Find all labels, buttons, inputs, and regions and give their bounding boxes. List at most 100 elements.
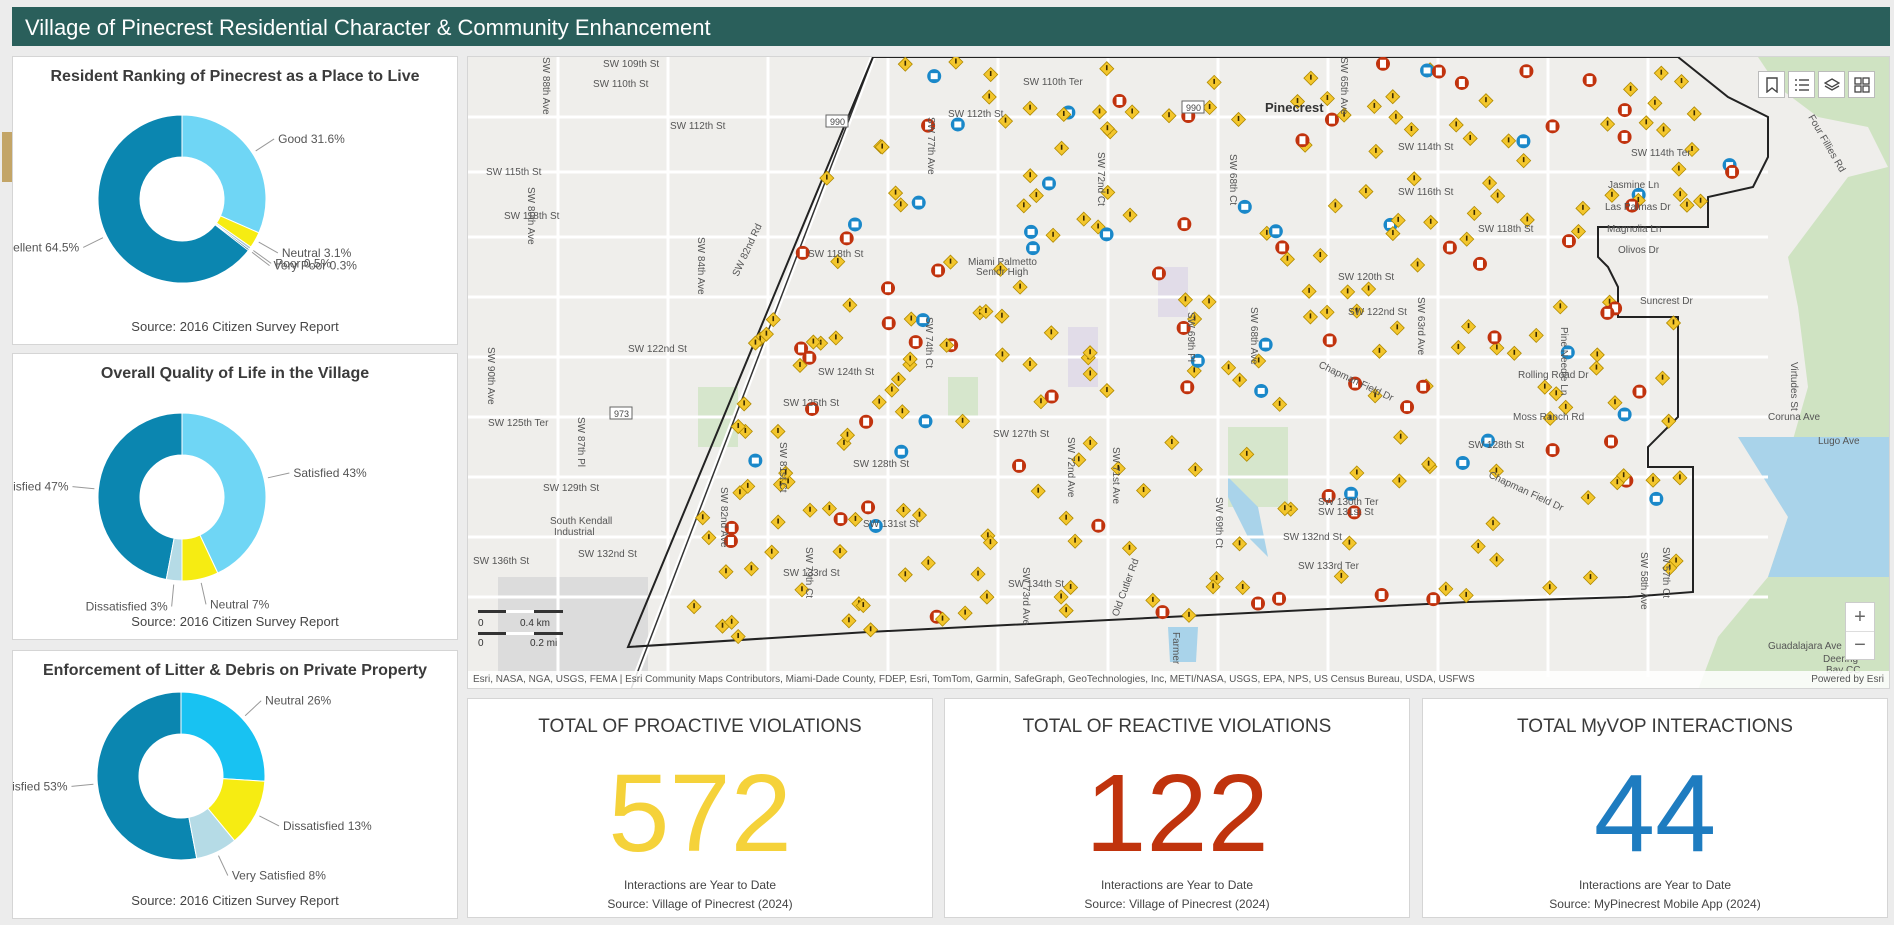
proactive-violation-marker[interactable]	[841, 613, 857, 629]
proactive-violation-marker[interactable]	[1537, 379, 1553, 395]
proactive-violation-marker[interactable]	[981, 89, 997, 105]
proactive-violation-marker[interactable]	[1548, 386, 1564, 402]
proactive-violation-marker[interactable]	[1616, 468, 1632, 484]
donut-slice[interactable]	[214, 223, 251, 252]
proactive-violation-marker[interactable]	[1206, 74, 1222, 90]
reactive-violation-marker[interactable]	[1561, 234, 1576, 249]
proactive-violation-marker[interactable]	[718, 564, 734, 580]
layers-icon[interactable]	[1818, 71, 1845, 98]
proactive-violation-marker[interactable]	[1187, 311, 1203, 327]
proactive-violation-marker[interactable]	[920, 555, 936, 571]
reactive-violation-marker[interactable]	[1625, 198, 1640, 213]
proactive-violation-marker[interactable]	[1662, 560, 1678, 576]
reactive-violation-marker[interactable]	[1725, 164, 1740, 179]
proactive-violation-marker[interactable]	[897, 567, 913, 583]
proactive-violation-marker[interactable]	[1692, 193, 1709, 209]
proactive-violation-marker[interactable]	[1470, 538, 1486, 555]
map-view[interactable]: SW 109th St SW 110th St SW 110th Ter SW …	[467, 56, 1890, 689]
proactive-violation-marker[interactable]	[686, 599, 702, 615]
zoom-out-button[interactable]: −	[1846, 631, 1874, 659]
myvop-interaction-marker[interactable]	[1480, 433, 1495, 448]
proactive-violation-marker[interactable]	[819, 170, 835, 186]
proactive-violation-marker[interactable]	[770, 423, 786, 440]
proactive-violation-marker[interactable]	[855, 597, 871, 614]
proactive-violation-marker[interactable]	[1368, 143, 1384, 159]
proactive-violation-marker[interactable]	[1558, 399, 1574, 415]
proactive-violation-marker[interactable]	[911, 507, 928, 523]
proactive-violation-marker[interactable]	[1303, 70, 1319, 86]
proactive-violation-marker[interactable]	[1012, 279, 1028, 295]
proactive-violation-marker[interactable]	[1043, 325, 1059, 341]
proactive-violation-marker[interactable]	[1388, 109, 1404, 125]
reactive-violation-marker[interactable]	[1176, 320, 1191, 335]
proactive-violation-marker[interactable]	[1485, 516, 1501, 532]
proactive-violation-marker[interactable]	[1656, 122, 1672, 138]
proactive-violation-marker[interactable]	[1665, 315, 1682, 331]
reactive-violation-marker[interactable]	[1275, 240, 1290, 255]
proactive-violation-marker[interactable]	[1067, 533, 1083, 549]
reactive-violation-marker[interactable]	[1416, 379, 1431, 394]
myvop-interaction-marker[interactable]	[868, 518, 883, 533]
myvop-interaction-marker[interactable]	[1455, 455, 1470, 470]
myvop-interaction-marker[interactable]	[1254, 383, 1269, 398]
proactive-violation-marker[interactable]	[724, 614, 740, 630]
proactive-violation-marker[interactable]	[1099, 383, 1115, 399]
proactive-violation-marker[interactable]	[1235, 579, 1251, 596]
reactive-violation-marker[interactable]	[1250, 596, 1265, 611]
proactive-violation-marker[interactable]	[1488, 463, 1504, 479]
proactive-violation-marker[interactable]	[770, 514, 786, 530]
proactive-violation-marker[interactable]	[1016, 198, 1032, 214]
proactive-violation-marker[interactable]	[1459, 231, 1475, 247]
proactive-violation-marker[interactable]	[1319, 90, 1335, 107]
proactive-violation-marker[interactable]	[1058, 510, 1074, 526]
proactive-violation-marker[interactable]	[1653, 65, 1669, 81]
powered-by-esri[interactable]: Powered by Esri	[1811, 674, 1884, 685]
proactive-violation-marker[interactable]	[1349, 303, 1365, 319]
reactive-violation-marker[interactable]	[1012, 458, 1027, 473]
proactive-violation-marker[interactable]	[1575, 200, 1591, 216]
proactive-violation-marker[interactable]	[1458, 587, 1474, 603]
proactive-violation-marker[interactable]	[1501, 133, 1517, 149]
myvop-interaction-marker[interactable]	[1025, 241, 1040, 256]
proactive-violation-marker[interactable]	[1289, 93, 1306, 110]
reactive-violation-marker[interactable]	[1545, 119, 1560, 134]
proactive-violation-marker[interactable]	[1091, 104, 1108, 120]
proactive-violation-marker[interactable]	[1516, 153, 1532, 169]
proactive-violation-marker[interactable]	[842, 297, 858, 313]
proactive-violation-marker[interactable]	[1393, 429, 1409, 445]
reactive-violation-marker[interactable]	[1454, 75, 1469, 90]
proactive-violation-marker[interactable]	[764, 544, 780, 560]
reactive-violation-marker[interactable]	[1324, 112, 1339, 127]
proactive-violation-marker[interactable]	[1022, 356, 1038, 373]
myvop-interaction-marker[interactable]	[748, 453, 763, 468]
proactive-violation-marker[interactable]	[1145, 592, 1161, 608]
proactive-violation-marker[interactable]	[884, 382, 900, 398]
proactive-violation-marker[interactable]	[1604, 187, 1620, 203]
proactive-violation-marker[interactable]	[1336, 107, 1352, 123]
proactive-violation-marker[interactable]	[1607, 395, 1623, 411]
proactive-violation-marker[interactable]	[1661, 413, 1677, 429]
myvop-interaction-marker[interactable]	[1649, 491, 1664, 506]
proactive-violation-marker[interactable]	[1462, 130, 1478, 147]
proactive-violation-marker[interactable]	[1672, 187, 1688, 203]
reactive-violation-marker[interactable]	[1155, 605, 1170, 620]
proactive-violation-marker[interactable]	[942, 254, 959, 270]
proactive-violation-marker[interactable]	[1161, 108, 1177, 124]
proactive-violation-marker[interactable]	[1684, 141, 1700, 158]
reactive-violation-marker[interactable]	[1374, 588, 1389, 603]
reactive-violation-marker[interactable]	[1617, 103, 1632, 118]
myvop-interaction-marker[interactable]	[1268, 224, 1283, 239]
donut-slice[interactable]	[165, 537, 183, 582]
proactive-violation-marker[interactable]	[893, 197, 909, 213]
proactive-violation-marker[interactable]	[1673, 73, 1690, 90]
donut-slice[interactable]	[97, 412, 183, 581]
proactive-violation-marker[interactable]	[1121, 540, 1138, 556]
proactive-violation-marker[interactable]	[1022, 100, 1038, 116]
proactive-violation-marker[interactable]	[1385, 226, 1401, 242]
proactive-violation-marker[interactable]	[1406, 171, 1422, 187]
proactive-violation-marker[interactable]	[1054, 140, 1070, 156]
proactive-violation-marker[interactable]	[1519, 212, 1535, 228]
reactive-violation-marker[interactable]	[1112, 93, 1127, 108]
reactive-violation-marker[interactable]	[1321, 488, 1336, 503]
proactive-violation-marker[interactable]	[1177, 292, 1194, 308]
